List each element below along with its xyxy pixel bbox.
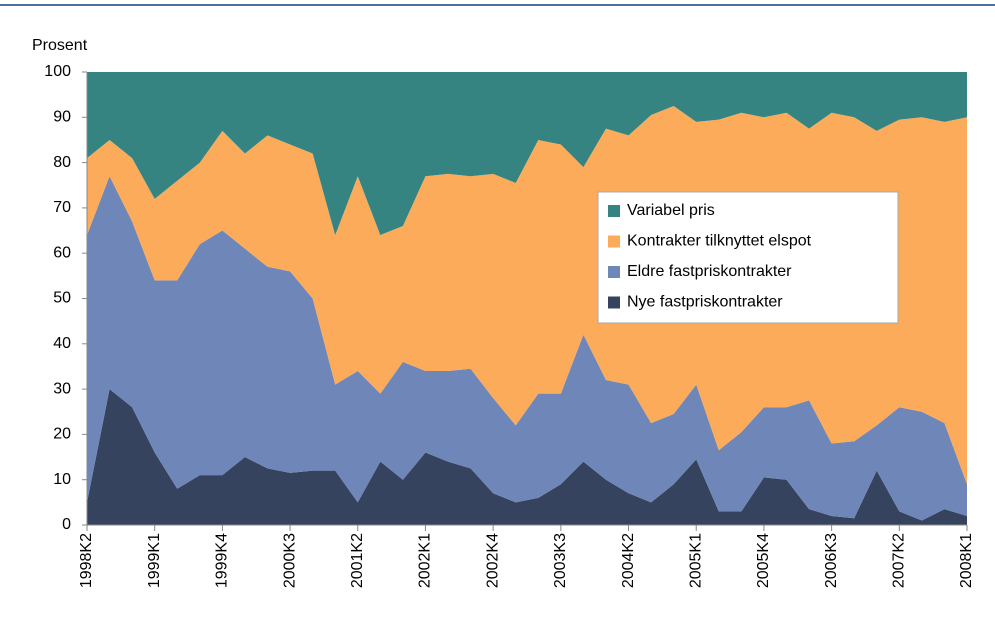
y-tick-label: 80 (53, 154, 71, 171)
x-tick-label: 2006K3 (823, 533, 840, 588)
legend-label: Eldre fastpriskontrakter (627, 263, 792, 280)
legend-label: Kontrakter tilknyttet elspot (627, 233, 812, 250)
x-tick-label: 2005K4 (755, 533, 772, 588)
legend-label: Variabel pris (627, 202, 715, 219)
area (87, 389, 967, 525)
x-tick-label: 1999K4 (214, 533, 231, 588)
x-tick-label: 1998K2 (78, 533, 95, 588)
x-tick-label: 2000K3 (281, 533, 298, 588)
legend-swatch (608, 205, 620, 217)
y-tick-label: 20 (53, 426, 71, 443)
x-tick-label: 2004K2 (620, 533, 637, 588)
y-tick-label: 0 (62, 516, 71, 533)
x-tick-label: 2007K2 (891, 533, 908, 588)
y-tick-label: 30 (53, 380, 71, 397)
y-tick-label: 10 (53, 471, 71, 488)
x-tick-label: 2002K4 (484, 533, 501, 588)
y-tick-label: 50 (53, 290, 71, 307)
legend-swatch (608, 296, 620, 309)
y-tick-label: 100 (44, 63, 71, 80)
legend-swatch (608, 235, 620, 248)
x-tick-label: 2001K2 (349, 533, 366, 588)
legend-swatch (608, 266, 620, 278)
y-tick-label: 90 (53, 109, 71, 126)
y-tick-label: 60 (53, 244, 71, 261)
y-axis-label: Prosent (32, 37, 88, 54)
y-tick-label: 70 (53, 199, 71, 216)
y-tick-label: 40 (53, 335, 71, 352)
top-rule (0, 4, 995, 6)
x-tick-label: 1999K1 (146, 533, 163, 588)
x-tick-label: 2002K1 (417, 533, 434, 588)
legend-label: Nye fastpriskontrakter (627, 294, 783, 311)
x-tick-label: 2005K1 (687, 533, 704, 588)
x-tick-label: 2008K1 (958, 533, 975, 588)
area (87, 176, 967, 521)
legend-box (597, 191, 899, 324)
area (87, 72, 967, 236)
x-tick-label: 2003K3 (552, 533, 569, 588)
